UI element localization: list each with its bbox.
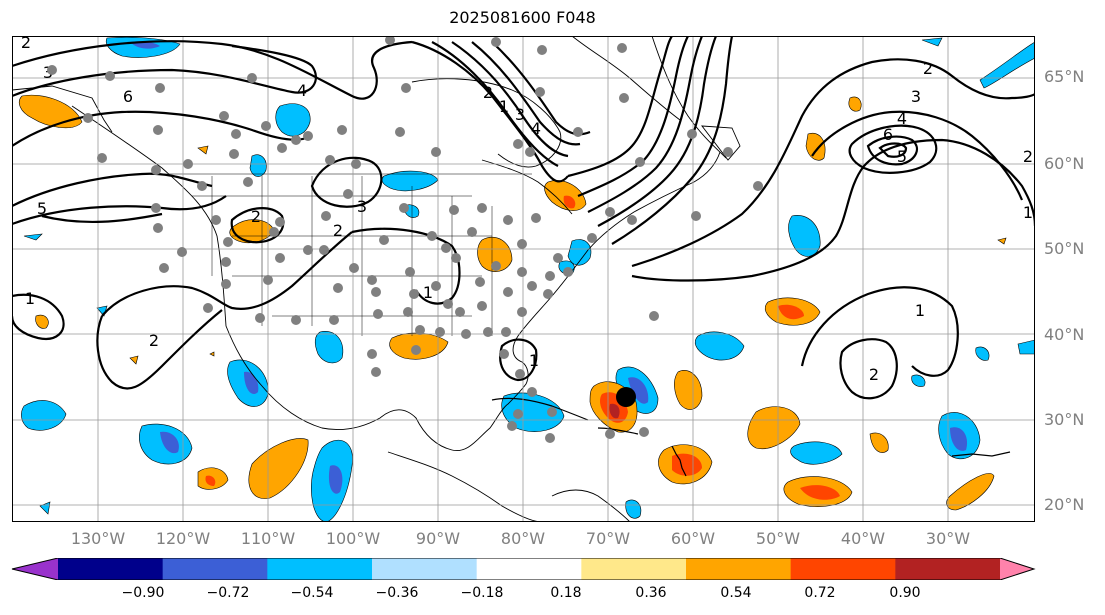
colorbar-segment	[581, 558, 687, 580]
contour-label: 5	[37, 199, 47, 218]
colorbar-extend-high	[1000, 558, 1034, 580]
lat-label: 50°N	[1044, 239, 1085, 258]
colorbar-tick-label: −0.72	[206, 585, 250, 601]
contour-label: 1	[499, 97, 509, 116]
contour-label: 2	[251, 207, 261, 226]
lon-label: 40°W	[840, 529, 886, 548]
colorbar-tick-label: 0.72	[804, 585, 836, 601]
lon-label: 30°W	[925, 529, 971, 548]
lon-label: 50°W	[755, 529, 801, 548]
contour-label: 3	[911, 87, 921, 106]
map-title: 2025081600 F048	[449, 8, 596, 27]
contour-label: 6	[883, 125, 893, 144]
lon-label: 130°W	[70, 529, 126, 548]
colorbar-segment	[58, 558, 164, 580]
lon-label: 60°W	[670, 529, 716, 548]
colorbar-tick-label: −0.36	[375, 585, 419, 601]
lon-label: 70°W	[585, 529, 631, 548]
contour-label: 1	[529, 351, 539, 370]
lat-label: 60°N	[1044, 154, 1085, 173]
colorbar-tick-label: −0.54	[290, 585, 334, 601]
colorbar-segment	[372, 558, 478, 580]
contour-label: 2	[21, 36, 31, 52]
contour-label: 2	[923, 59, 933, 78]
colorbar-tick-label: −0.90	[121, 585, 165, 601]
contour-label: 4	[531, 119, 541, 138]
lat-label: 40°N	[1044, 325, 1085, 344]
colorbar	[11, 558, 1036, 580]
lat-label: 65°N	[1044, 67, 1085, 86]
colorbar-segment	[162, 558, 268, 580]
colorbar-extend-low	[12, 558, 58, 580]
contour-label: 1	[25, 289, 35, 308]
contour-label: 1	[1023, 203, 1033, 222]
contour-label: 5	[897, 147, 907, 166]
contour-label: 2	[483, 83, 493, 102]
colorbar-segment	[267, 558, 373, 580]
negative-anomaly-fills	[21, 36, 1035, 522]
contour-label: 4	[297, 81, 307, 100]
contour-label: 2	[149, 331, 159, 350]
contour-label: 6	[123, 87, 133, 106]
colorbar-tick-label: 0.18	[550, 585, 582, 601]
contour-label: 1	[915, 301, 925, 320]
contour-label: 2	[333, 221, 343, 240]
colorbar-tick-label: 0.36	[635, 585, 667, 601]
contour-label: 4	[897, 109, 907, 128]
contour-label: 2	[869, 365, 879, 384]
colorbar-tick-label: −0.18	[460, 585, 504, 601]
lon-label: 90°W	[415, 529, 461, 548]
station-dots	[47, 36, 763, 443]
contour-label: 1	[423, 283, 433, 302]
contour-label: 3	[515, 105, 525, 124]
storm-center-marker	[616, 387, 636, 407]
colorbar-segment	[895, 558, 1001, 580]
caribbean-islands	[491, 397, 1011, 477]
lon-label: 80°W	[500, 529, 546, 548]
colorbar-segment	[686, 558, 792, 580]
contour-label: 2	[1023, 147, 1033, 166]
lon-label: 110°W	[240, 529, 296, 548]
lon-label: 120°W	[155, 529, 211, 548]
contour-label: 3	[357, 197, 367, 216]
lat-label: 30°N	[1044, 410, 1085, 429]
positive-anomaly-fills	[19, 94, 1007, 511]
contour-lines	[12, 36, 1035, 400]
colorbar-segment	[790, 558, 896, 580]
lat-label: 20°N	[1044, 495, 1085, 514]
colorbar-segment	[476, 558, 582, 580]
map-panel: 2 3 6 4 5 2 3 2 1 2 1 2 1 3 4 6 5 1 2 1 …	[12, 36, 1035, 522]
colorbar-tick-label: 0.90	[889, 585, 921, 601]
colorbar-tick-label: 0.54	[720, 585, 752, 601]
lon-label: 100°W	[325, 529, 381, 548]
